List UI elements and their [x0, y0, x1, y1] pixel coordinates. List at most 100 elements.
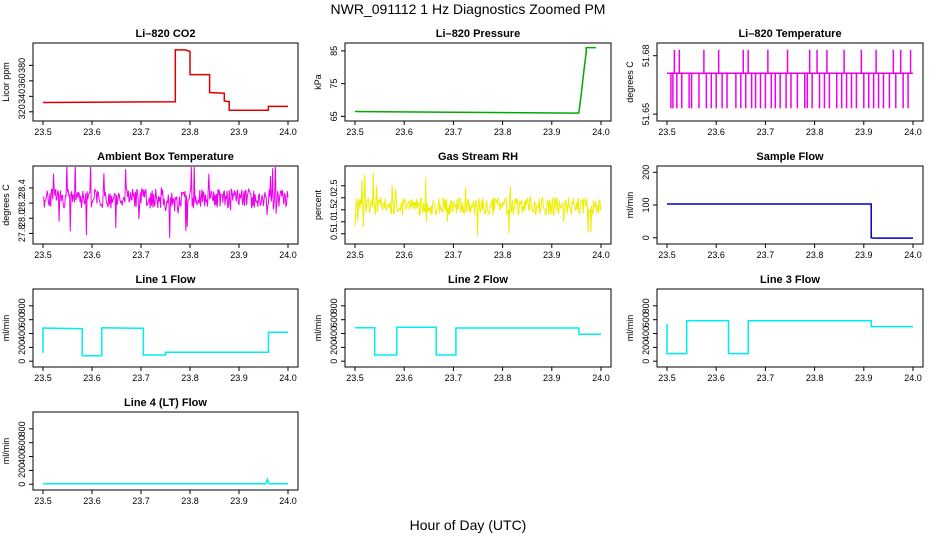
x-tick-label: 23.5 — [34, 373, 52, 383]
y-tick-label: 600 — [641, 312, 651, 327]
y-tick-label: 320 — [17, 104, 27, 119]
y-tick-label: 0 — [329, 359, 339, 364]
y-tick-label: 200 — [641, 165, 651, 180]
x-tick-label: 23.5 — [34, 250, 52, 260]
x-tick-label: 23.9 — [543, 250, 561, 260]
y-axis-label: ml/min — [1, 315, 11, 342]
x-tick-label: 23.6 — [83, 373, 101, 383]
series-line — [42, 49, 288, 112]
y-tick-label: 51.65 — [641, 103, 651, 126]
y-tick-label: 2.0 — [329, 192, 339, 205]
plot-frame — [32, 288, 299, 368]
plot-frame — [656, 165, 924, 245]
chart-title: Sample Flow — [756, 151, 824, 163]
y-tick-label: 200 — [17, 340, 27, 355]
x-tick-label: 23.7 — [445, 250, 463, 260]
x-tick-label: 23.6 — [707, 373, 725, 383]
plot-frame — [344, 165, 612, 245]
x-tick-label: 23.8 — [806, 127, 824, 137]
x-tick-label: 23.5 — [34, 496, 52, 506]
series-line — [354, 172, 602, 236]
x-tick-label: 23.8 — [494, 127, 512, 137]
y-tick-label: 400 — [329, 326, 339, 341]
x-tick-label: 23.7 — [132, 373, 150, 383]
y-tick-label: 28.0 — [17, 209, 27, 227]
x-tick-label: 23.7 — [132, 250, 150, 260]
y-tick-label: 600 — [329, 312, 339, 327]
y-tick-label: 360 — [17, 73, 27, 88]
plot-frame — [32, 411, 299, 491]
chart-title: Gas Stream RH — [438, 151, 518, 163]
y-tick-label: 0 — [641, 359, 651, 364]
y-tick-label: 28.4 — [17, 179, 27, 197]
y-tick-label: 800 — [17, 421, 27, 436]
x-tick-label: 23.5 — [346, 127, 364, 137]
y-tick-label: 800 — [17, 298, 27, 313]
x-tick-label: 23.9 — [543, 373, 561, 383]
plot-frame — [32, 165, 299, 245]
chart-title: Li–820 CO2 — [136, 28, 196, 40]
series-line — [42, 167, 289, 238]
y-tick-label: 800 — [641, 298, 651, 313]
y-axis-label: ml/min — [625, 315, 635, 342]
x-tick-label: 23.9 — [230, 373, 248, 383]
y-axis-label: degrees C — [625, 61, 635, 103]
x-tick-label: 23.6 — [83, 496, 101, 506]
plot-frame — [656, 42, 924, 122]
plot-frame — [32, 42, 299, 122]
chart-panel: Li–820 CO2 Licor ppm 23.5 23.6 23.7 23.8 23.9 2… — [1, 28, 299, 137]
plot-frame — [656, 288, 924, 368]
x-tick-label: 23.9 — [855, 373, 873, 383]
x-tick-label: 24.0 — [279, 250, 297, 260]
y-tick-label: 400 — [17, 449, 27, 464]
chart-panel: Line 4 (LT) Flow ml/min 23.5 23.6 23.7 23.8 23… — [1, 397, 299, 506]
x-tick-label: 23.9 — [543, 127, 561, 137]
y-tick-label: 28.2 — [17, 194, 27, 212]
x-tick-label: 23.5 — [346, 250, 364, 260]
x-tick-label: 23.7 — [757, 250, 775, 260]
x-tick-label: 23.8 — [806, 373, 824, 383]
x-tick-label: 23.5 — [658, 373, 676, 383]
y-tick-label: 0.5 — [329, 228, 339, 241]
chart-panel: Li–820 Temperature degrees C 23.5 23.6 23.7 2… — [625, 28, 924, 137]
x-tick-label: 23.9 — [855, 250, 873, 260]
y-tick-label: 1.0 — [329, 216, 339, 229]
chart-title: Line 2 Flow — [448, 274, 508, 286]
y-tick-label: 0 — [17, 359, 27, 364]
chart-title: Line 4 (LT) Flow — [124, 397, 207, 409]
chart-panel: Ambient Box Temperature degrees C 23.5 23.6… — [1, 151, 299, 260]
chart-panel: Line 1 Flow ml/min 23.5 23.6 23.7 23.8 23.9 24.… — [1, 274, 299, 383]
y-axis-label: kPa — [313, 74, 323, 90]
x-tick-label: 23.6 — [707, 250, 725, 260]
y-tick-label: 51.68 — [641, 44, 651, 67]
x-tick-label: 24.0 — [592, 373, 610, 383]
x-tick-label: 23.5 — [658, 250, 676, 260]
y-tick-label: 2.5 — [329, 180, 339, 193]
x-tick-label: 24.0 — [904, 127, 922, 137]
chart-panel: Li–820 Pressure kPa 23.5 23.6 23.7 23.8 23.9 24… — [313, 28, 612, 137]
x-tick-label: 24.0 — [904, 250, 922, 260]
chart-title: Li–820 Pressure — [436, 28, 520, 40]
x-tick-label: 23.6 — [83, 127, 101, 137]
x-tick-label: 23.7 — [445, 127, 463, 137]
chart-panel: Line 3 Flow ml/min 23.5 23.6 23.7 23.8 23.9 24.… — [625, 274, 924, 383]
series-line — [43, 477, 288, 485]
y-axis-label: ml/min — [1, 438, 11, 465]
chart-panel: Line 2 Flow ml/min 23.5 23.6 23.7 23.8 23.9 24.… — [313, 274, 612, 383]
y-tick-label: 85 — [329, 46, 339, 56]
y-tick-label: 65 — [329, 111, 339, 121]
plot-frame — [344, 288, 612, 368]
x-tick-label: 23.7 — [757, 127, 775, 137]
y-tick-label: 75 — [329, 79, 339, 89]
x-tick-label: 23.6 — [83, 250, 101, 260]
x-tick-label: 23.9 — [855, 127, 873, 137]
x-tick-label: 23.8 — [181, 373, 199, 383]
y-tick-label: 27.8 — [17, 225, 27, 243]
x-tick-label: 23.8 — [494, 373, 512, 383]
x-tick-label: 23.8 — [181, 250, 199, 260]
y-tick-label: 0 — [17, 482, 27, 487]
y-axis-label: degrees C — [1, 184, 11, 226]
x-tick-label: 24.0 — [279, 373, 297, 383]
x-tick-label: 23.7 — [445, 373, 463, 383]
x-tick-label: 23.9 — [230, 127, 248, 137]
